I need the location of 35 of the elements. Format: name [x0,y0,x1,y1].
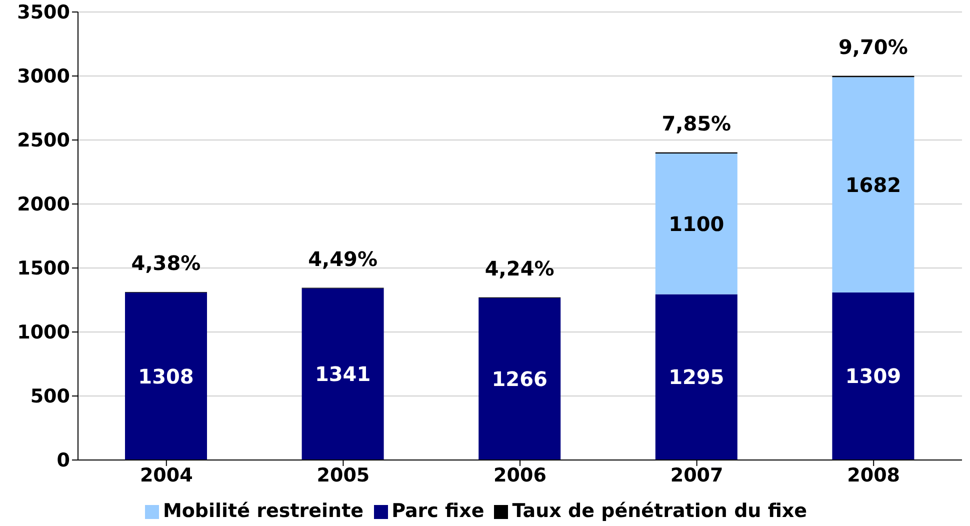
bar [302,288,384,460]
data-label: 4,38% [131,251,201,276]
legend-label: Mobilité restreinte [162,500,364,522]
data-label: 1341 [314,362,371,386]
y-tick-label: 1500 [17,258,70,280]
data-label: 4,49% [308,246,378,271]
y-tick-label: 1000 [17,322,70,344]
bar [655,153,738,294]
bar [125,292,207,460]
y-tick-label: 3500 [17,2,70,24]
data-label: 1308 [138,364,194,388]
y-tick-label: 500 [30,386,70,408]
bar [655,294,738,460]
x-tick-label: 2006 [494,464,546,486]
data-label: 1295 [668,365,724,390]
legend-label: Taux de pénétration du fixe [512,500,808,522]
bar [832,77,914,292]
data-label: 7,85% [662,111,732,136]
x-tick-label: 2005 [316,464,370,486]
data-label: 4,24% [484,256,554,280]
bar [478,298,561,460]
legend-label: Parc fixe [392,500,484,522]
data-label: 1266 [492,366,548,391]
bar [832,292,914,460]
y-tick-label: 2000 [17,194,70,216]
data-label: 1309 [845,364,902,388]
y-tick-label: 0 [56,450,70,472]
y-tick-label: 3000 [17,66,70,88]
data-label: 1100 [668,212,724,236]
data-label: 1682 [845,172,902,197]
y-tick-label: 2500 [17,130,70,152]
x-tick-label: 2008 [847,464,900,486]
data-label: 9,70% [838,34,908,59]
x-tick-label: 2004 [140,464,193,486]
x-tick-label: 2007 [670,464,724,486]
